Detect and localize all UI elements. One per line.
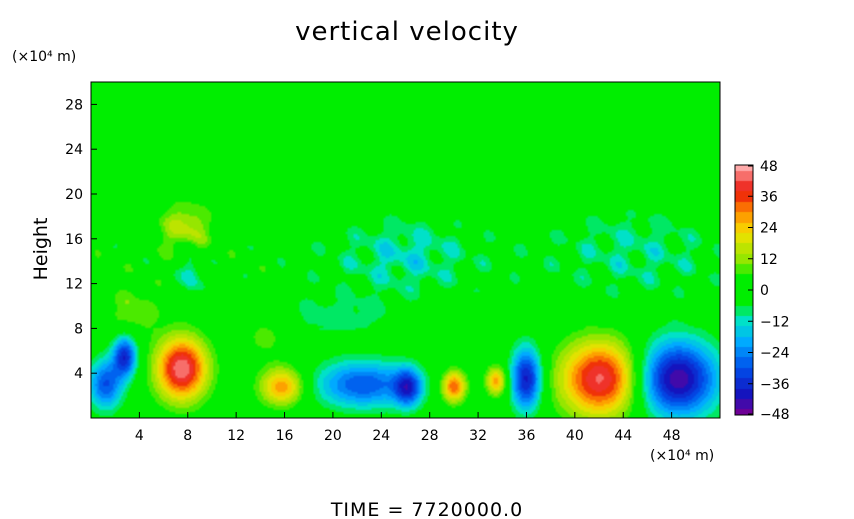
colorbar-tick-label: 36: [760, 189, 778, 205]
y-tick-label: 12: [65, 277, 83, 293]
x-tick-label: 36: [518, 428, 536, 444]
y-tick-label: 20: [65, 187, 83, 203]
x-tick-label: 48: [663, 428, 681, 444]
y-tick-label: 4: [74, 366, 83, 382]
plot-area: [90, 81, 721, 419]
y-tick-label: 24: [65, 142, 83, 158]
x-tick-label: 24: [372, 428, 390, 444]
colorbar-tick-label: 12: [760, 252, 778, 268]
x-axis: 4 8 12 16 20 24 28 32 36 40 44 48: [135, 412, 681, 444]
colorbar-tick-label: −24: [760, 346, 790, 362]
x-unit-label: (×10⁴ m): [650, 448, 714, 464]
colorbar-tick-label: −36: [760, 377, 790, 393]
y-unit-label: (×10⁴ m): [12, 49, 76, 65]
plot-frame: [90, 81, 721, 419]
colorbar-tick-label: −12: [760, 314, 790, 330]
y-axis: 4 8 12 16 20 24 28: [65, 97, 97, 382]
heatmap-field: [91, 82, 720, 418]
colorbar-ticks: 48 36 24 12 0 −12 −24 −36 −48: [748, 159, 790, 423]
colorbar-tick-label: 48: [760, 159, 778, 175]
x-tick-label: 32: [469, 428, 487, 444]
x-tick-label: 28: [421, 428, 439, 444]
y-axis-label: Height: [30, 218, 52, 281]
x-tick-label: 40: [566, 428, 584, 444]
colorbar: 48 36 24 12 0 −12 −24 −36 −48: [734, 159, 790, 423]
chart-title: vertical velocity: [295, 17, 519, 47]
x-tick-label: 4: [135, 428, 144, 444]
colorbar-tick-label: −48: [760, 407, 790, 423]
y-tick-label: 28: [65, 97, 83, 113]
colorbar-tick-label: 24: [760, 221, 778, 237]
colorbar-tick-label: 0: [760, 283, 769, 299]
y-tick-label: 16: [65, 232, 83, 248]
x-tick-label: 8: [183, 428, 192, 444]
time-footer: TIME = 7720000.0: [330, 499, 523, 519]
y-tick-label: 8: [74, 321, 83, 337]
x-tick-label: 20: [324, 428, 342, 444]
x-tick-label: 44: [614, 428, 632, 444]
x-tick-label: 12: [227, 428, 245, 444]
x-tick-label: 16: [276, 428, 294, 444]
